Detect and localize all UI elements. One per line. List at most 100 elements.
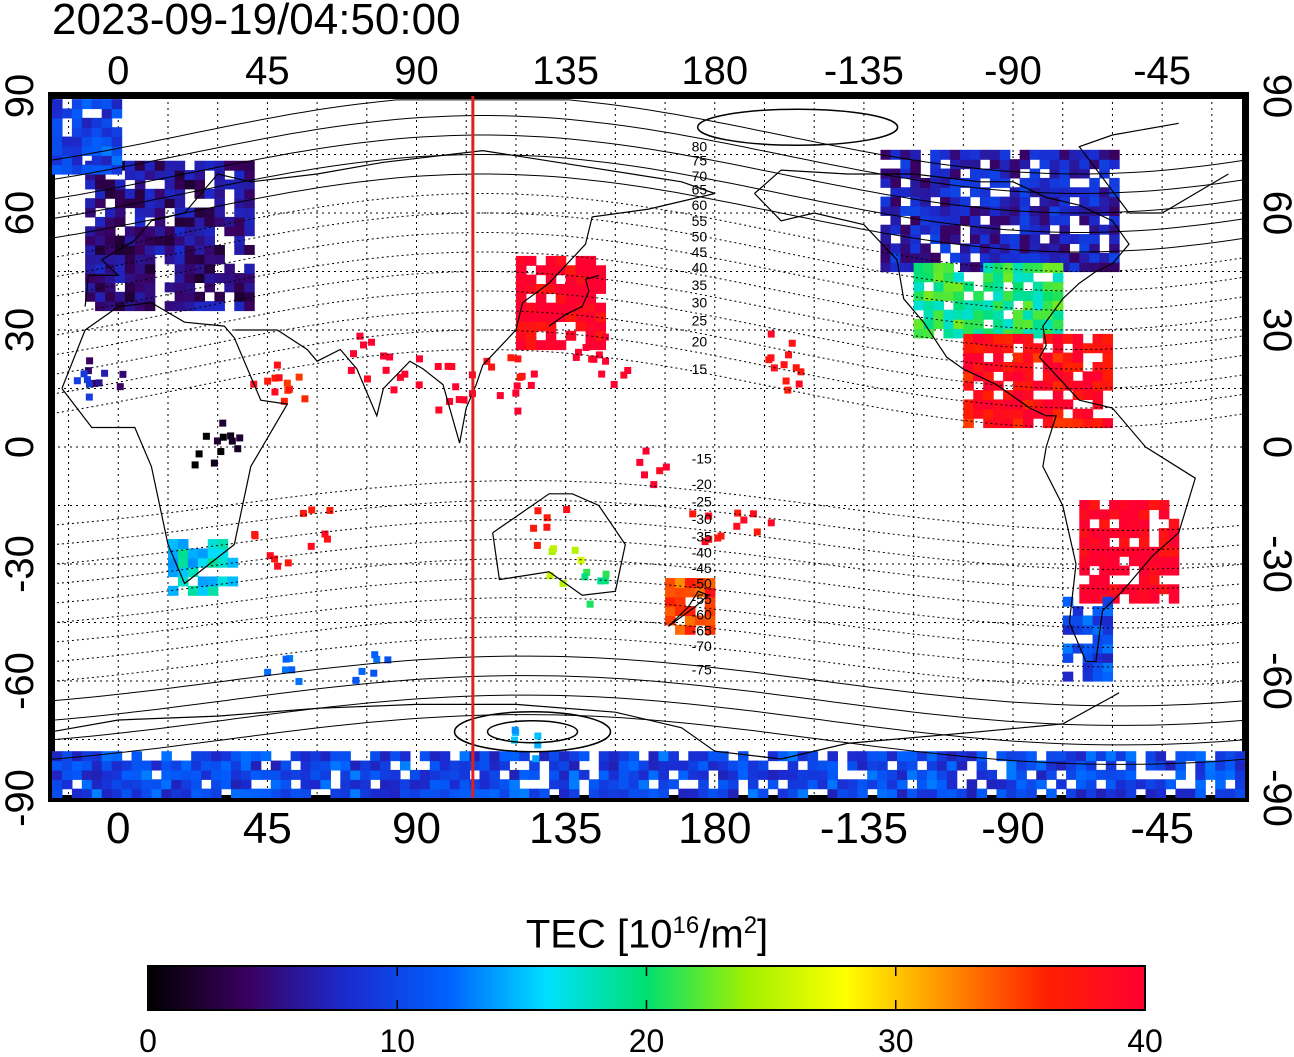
tec-cell xyxy=(737,769,749,780)
tec-cell xyxy=(71,117,83,128)
tec-cell xyxy=(565,293,577,304)
tec-cell xyxy=(184,235,196,246)
tec-cell xyxy=(134,226,146,237)
tec-cell xyxy=(1009,252,1021,263)
tec-cell xyxy=(350,769,361,780)
tec-cell xyxy=(943,319,954,330)
tec-cell xyxy=(1082,624,1094,635)
tec-cell xyxy=(900,243,911,254)
tec-cell xyxy=(207,576,219,587)
tec-cell xyxy=(1099,556,1110,567)
tec-cell xyxy=(1129,593,1140,604)
tec-cell xyxy=(85,291,96,302)
tec-cell xyxy=(578,751,590,762)
tec-cell xyxy=(1195,769,1206,780)
tec-cell xyxy=(867,779,878,790)
tec-cell xyxy=(429,779,441,790)
tec-station-cell xyxy=(295,678,303,686)
tec-cell xyxy=(114,188,126,199)
tec-cell xyxy=(678,788,689,798)
tec-cell xyxy=(1003,319,1014,330)
tec-cell xyxy=(678,769,689,780)
tec-cell xyxy=(963,328,974,339)
tec-cell xyxy=(913,328,925,339)
tec-cell xyxy=(85,254,96,265)
tec-cell xyxy=(234,291,245,302)
tec-cell xyxy=(565,265,577,276)
tec-station-cell xyxy=(368,338,376,346)
tec-cell xyxy=(1009,168,1021,179)
tec-cell xyxy=(1148,584,1160,595)
tec-cell xyxy=(979,168,991,179)
tec-cell xyxy=(101,788,113,798)
tec-cell xyxy=(807,779,819,790)
tec-cell xyxy=(1003,418,1014,429)
tec-cell xyxy=(61,769,73,780)
tec-cell xyxy=(1235,788,1245,798)
tec-cell xyxy=(1099,205,1110,216)
tec-station-cell xyxy=(380,352,388,360)
tec-cell xyxy=(1099,187,1110,198)
tec-cell xyxy=(439,760,451,771)
tec-cell xyxy=(1105,760,1117,771)
coastline-path xyxy=(61,302,289,585)
tec-cell xyxy=(81,127,93,138)
tec-cell xyxy=(973,328,984,339)
tec-cell xyxy=(204,207,215,218)
tec-cell xyxy=(963,319,974,330)
tec-cell xyxy=(1102,418,1114,429)
tec-cell xyxy=(920,252,931,263)
tec-cell xyxy=(1109,159,1120,170)
tec-cell xyxy=(1148,593,1160,604)
tec-cell xyxy=(890,196,901,207)
tec-cell xyxy=(164,160,176,171)
top-tick-label: 135 xyxy=(532,49,599,93)
tec-cell xyxy=(575,293,587,304)
tec-cell xyxy=(1092,634,1104,645)
tec-cell xyxy=(757,769,769,780)
tec-cell xyxy=(989,149,1001,160)
tec-cell xyxy=(214,160,225,171)
left-tick-label: -60 xyxy=(0,652,42,710)
tec-cell xyxy=(1102,671,1114,682)
tec-cell xyxy=(85,263,96,274)
tec-cell xyxy=(960,243,971,254)
tec-cell xyxy=(234,282,245,293)
tec-cell xyxy=(930,149,941,160)
tec-cell xyxy=(204,254,215,265)
tec-cell xyxy=(608,779,620,790)
tec-cell xyxy=(214,291,225,302)
tec-cell xyxy=(1075,769,1087,780)
tec-station-cell xyxy=(299,509,307,517)
tec-cell xyxy=(167,585,179,596)
tec-cell xyxy=(300,769,312,780)
tec-cell xyxy=(1125,788,1137,798)
tec-cell xyxy=(1052,390,1064,401)
tec-cell xyxy=(95,301,106,312)
tec-cell xyxy=(270,760,282,771)
tec-cell xyxy=(174,301,186,312)
tec-cell xyxy=(105,226,116,237)
tec-cell xyxy=(52,155,63,166)
tec-cell xyxy=(124,273,136,284)
tec-cell xyxy=(144,188,156,199)
tec-cell xyxy=(555,340,567,351)
tec-cell xyxy=(588,788,600,798)
magnetic-latitude-label: -65 xyxy=(692,622,712,638)
tec-cell xyxy=(930,159,941,170)
tec-cell xyxy=(244,160,255,171)
tec-cell xyxy=(1052,333,1064,344)
tec-cell xyxy=(499,779,510,790)
tec-cell xyxy=(144,235,156,246)
tec-cell xyxy=(598,769,610,780)
tec-cell xyxy=(1075,760,1087,771)
tec-cell xyxy=(1042,371,1054,382)
tec-cell xyxy=(953,272,964,283)
tec-cell xyxy=(230,788,242,798)
tec-cell xyxy=(1036,769,1047,780)
tec-cell xyxy=(1079,546,1090,557)
tec-cell xyxy=(1079,509,1090,520)
tec-cell xyxy=(827,769,838,780)
tec-cell xyxy=(1072,361,1084,372)
tec-station-cell xyxy=(514,355,522,363)
